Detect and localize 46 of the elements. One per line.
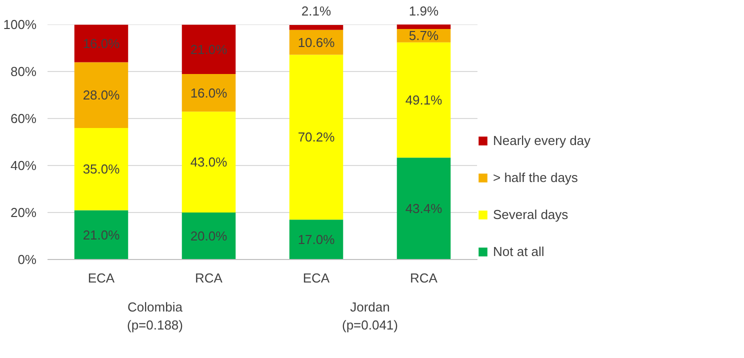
data-label: 5.7% [408,28,440,44]
data-label: 43.0% [190,154,228,170]
data-label: 35.0% [82,162,120,177]
bar [182,112,236,213]
x-tick-label: ECA [302,270,330,286]
data-label: 20.0% [190,228,228,244]
data-label: 2.1% [301,4,332,18]
data-label: 17.0% [298,232,336,248]
bar [182,212,236,260]
data-label: 21.0% [190,42,228,57]
y-tick-label: 0% [18,252,37,267]
legend-label: Several days [493,207,568,222]
text: Jordan (p=0.041) [342,300,398,332]
bar [289,54,344,220]
data-label: 16.0% [190,85,228,100]
bar [74,24,128,62]
legend-label: > half the days [493,170,578,185]
bar [289,220,344,260]
bar [289,24,344,30]
x-tick-label: RCA [410,270,438,286]
data-label: 28.0% [82,88,120,103]
legend-label: Not at all [493,244,544,259]
y-tick-label: 40% [10,158,37,174]
legend-label: Nearly every day [493,133,591,148]
bar [74,62,128,128]
bar [396,24,451,29]
data-label: 43.4% [405,201,443,216]
data-label: 16.0% [82,36,120,52]
y-tick-label: 60% [10,111,37,126]
bar [396,42,451,158]
y-tick-label: 20% [10,205,37,220]
x-tick-label: ECA [88,270,115,286]
text: Colombia (p=0.188) [126,300,184,332]
bar [74,210,128,260]
bar [396,158,451,260]
bar [182,74,236,112]
y-tick-label: 80% [10,64,37,80]
bar [182,24,236,74]
data-label: 49.1% [405,92,443,108]
data-label: 1.9% [408,4,440,18]
data-label: 21.0% [82,227,120,242]
y-tick-label: 100% [3,17,37,32]
bar [74,128,128,210]
data-label: 10.6% [298,34,336,50]
x-tick-label: RCA [195,270,223,286]
data-label: 70.2% [298,130,336,145]
